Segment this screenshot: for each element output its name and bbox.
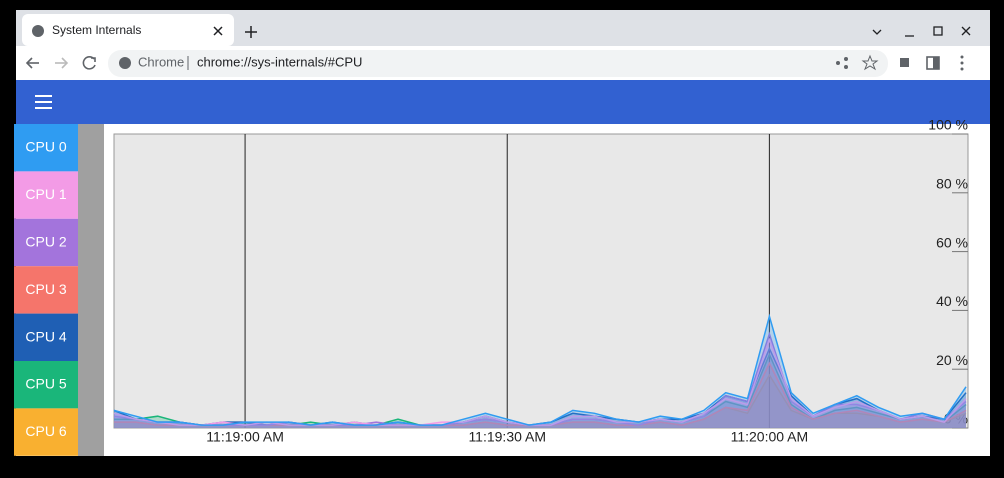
y-tick-label: 40 % (936, 293, 968, 309)
plot-area (113, 133, 969, 429)
site-icon (119, 57, 131, 69)
sidebar-label: CPU 3 (25, 281, 66, 297)
sidebar-item[interactable] (14, 266, 78, 314)
toolbar-icons[interactable] (836, 54, 964, 71)
area (114, 348, 966, 428)
y-tick-label: 80 % (936, 176, 968, 192)
window-controls[interactable] (872, 26, 971, 37)
sidebar-label: CPU 5 (25, 376, 66, 392)
y-tick-label: 60 % (936, 234, 968, 250)
tab[interactable] (22, 14, 234, 46)
app-header (16, 80, 990, 124)
chart: 0 %20 %40 %60 %80 %100 %11:19:00 AM 11:19… (113, 117, 968, 445)
area (114, 339, 966, 428)
site-label: Chrome (138, 54, 184, 69)
sidebar-label: CPU 0 (25, 139, 66, 155)
y-tick-label: 100 % (928, 117, 968, 133)
area (114, 375, 966, 428)
sidebar-label: CPU 2 (25, 234, 66, 250)
y-tick-label: 20 % (936, 352, 968, 368)
sidebar-label: CPU 1 (25, 186, 66, 202)
menu-button[interactable] (35, 95, 52, 109)
sidebar-label: CPU 6 (25, 423, 66, 439)
sidebar-item[interactable] (14, 218, 78, 267)
sidebar-item[interactable] (14, 313, 78, 361)
tab-title: System Internals (52, 23, 141, 37)
area (114, 354, 966, 428)
x-tick-label: 11:20:00 AM (731, 429, 809, 445)
area (114, 316, 966, 428)
tab-close[interactable] (213, 26, 223, 36)
divider (78, 124, 104, 456)
sidebar-label: CPU 4 (25, 328, 66, 344)
sidebar-item[interactable] (14, 124, 78, 172)
area (114, 333, 966, 428)
omnibox[interactable] (108, 50, 888, 77)
url: chrome://sys-internals/#CPU (197, 54, 362, 69)
sidebar-item[interactable] (14, 171, 78, 219)
sidebar-item[interactable] (14, 361, 78, 409)
line (113, 313, 967, 426)
line (113, 337, 967, 426)
area (114, 363, 966, 428)
nav-buttons[interactable] (25, 56, 96, 70)
tab-icon (32, 25, 44, 37)
x-tick-label: 11:19:00 AM (206, 429, 284, 445)
x-tick-label: 11:19:30 AM (468, 429, 546, 445)
sidebar-item[interactable] (14, 408, 78, 456)
new-tab[interactable] (245, 26, 257, 38)
